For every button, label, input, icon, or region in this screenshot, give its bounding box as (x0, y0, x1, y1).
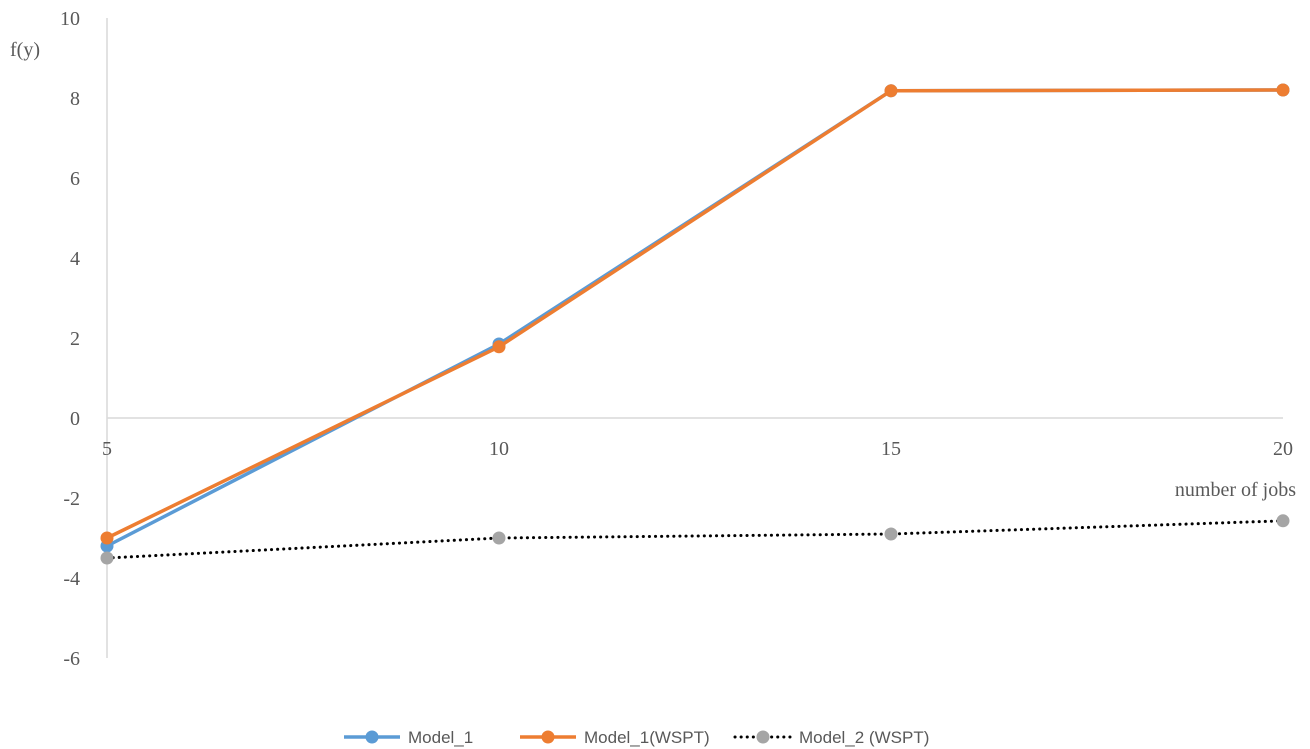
legend-label-2: Model_1(WSPT) (584, 728, 710, 747)
x-tick-label: 5 (102, 438, 112, 460)
series-line-1 (106, 88, 1284, 548)
series-group (100, 83, 1290, 565)
legend-label-3: Model_2 (WSPT) (799, 728, 929, 747)
x-axis-title: number of jobs (1175, 479, 1296, 501)
series-2-point (100, 531, 114, 545)
legend-marker-3 (756, 730, 770, 744)
y-tick-label: 2 (70, 328, 80, 350)
series-3-point (492, 531, 506, 545)
y-tick-label: 4 (70, 248, 80, 270)
y-tick-label: -4 (63, 568, 80, 590)
y-tick-label: -2 (63, 488, 80, 510)
y-tick-label: 10 (60, 8, 80, 30)
y-tick-label: 6 (70, 168, 80, 190)
series-line-2 (106, 88, 1284, 540)
series-3-point (884, 527, 898, 541)
x-tick-labels: 5 10 15 20 (102, 438, 1293, 460)
legend-marker-1 (365, 730, 379, 744)
series-2-point (1276, 83, 1290, 97)
series-3-point (1276, 514, 1290, 528)
x-tick-label: 15 (881, 438, 901, 460)
legend-marker-2 (541, 730, 555, 744)
series-line-3 (105, 519, 1285, 560)
y-tick-label: 0 (70, 408, 80, 430)
x-tick-label: 20 (1273, 438, 1293, 460)
y-tick-label: -6 (63, 648, 80, 670)
series-2-point (884, 84, 898, 98)
y-tick-labels: -6 -4 -2 0 2 4 6 8 10 (60, 8, 80, 670)
legend-label-1: Model_1 (408, 728, 473, 747)
x-tick-label: 10 (489, 438, 509, 460)
y-axis-title: f(y) (10, 39, 40, 61)
legend: Model_1 Model_1(WSPT) Model_2 (WSPT) (344, 728, 929, 747)
y-tick-label: 8 (70, 88, 80, 110)
series-3-point (100, 551, 114, 565)
series-2-point (492, 340, 506, 354)
